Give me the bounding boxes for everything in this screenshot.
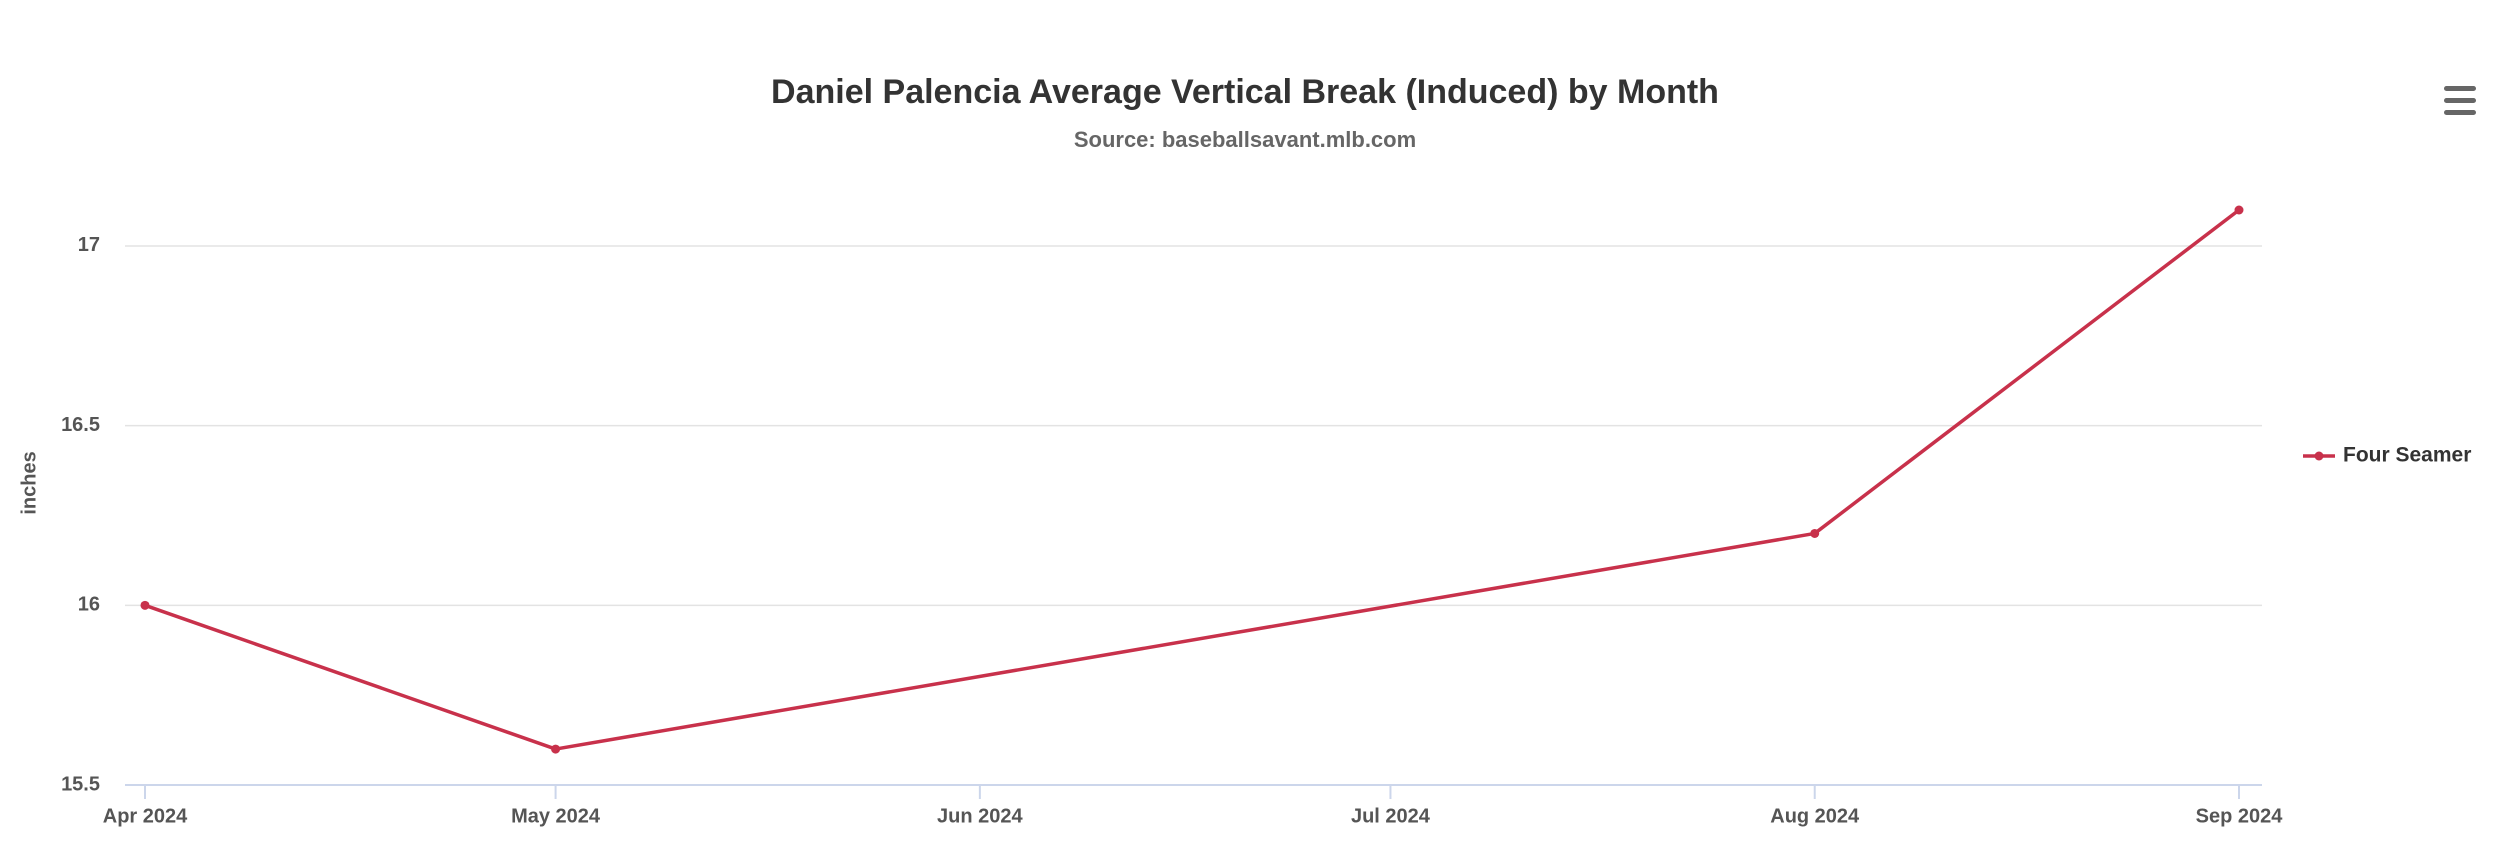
y-tick-label: 17 (78, 234, 100, 256)
menu-bar[interactable] (2444, 110, 2476, 115)
y-tick-label: 15.5 (61, 773, 100, 795)
y-axis-title: inches (18, 451, 40, 514)
data-point (140, 600, 150, 610)
x-tick-label: Aug 2024 (1770, 805, 1860, 827)
series-line (144, 208, 2241, 751)
x-tick-label: Jun 2024 (937, 805, 1023, 827)
y-tick-label: 16 (78, 594, 100, 616)
data-point (551, 744, 561, 754)
data-point (2234, 205, 2244, 215)
menu-bar[interactable] (2444, 86, 2476, 91)
chart-subtitle: Source: baseballsavant.mlb.com (1074, 127, 1416, 152)
menu-bar[interactable] (2444, 98, 2476, 103)
x-tick-label: Apr 2024 (103, 805, 188, 827)
legend-label: Four Seamer (2343, 444, 2471, 467)
data-point (1810, 528, 1820, 538)
chart-title: Daniel Palencia Average Vertical Break (… (771, 73, 1719, 111)
legend-marker (2314, 451, 2324, 461)
x-tick-label: Jul 2024 (1351, 805, 1431, 827)
x-tick-label: May 2024 (511, 805, 601, 827)
x-tick-label: Sep 2024 (2196, 805, 2284, 827)
menu-button[interactable] (2444, 86, 2476, 115)
y-tick-label: 16.5 (61, 414, 100, 436)
